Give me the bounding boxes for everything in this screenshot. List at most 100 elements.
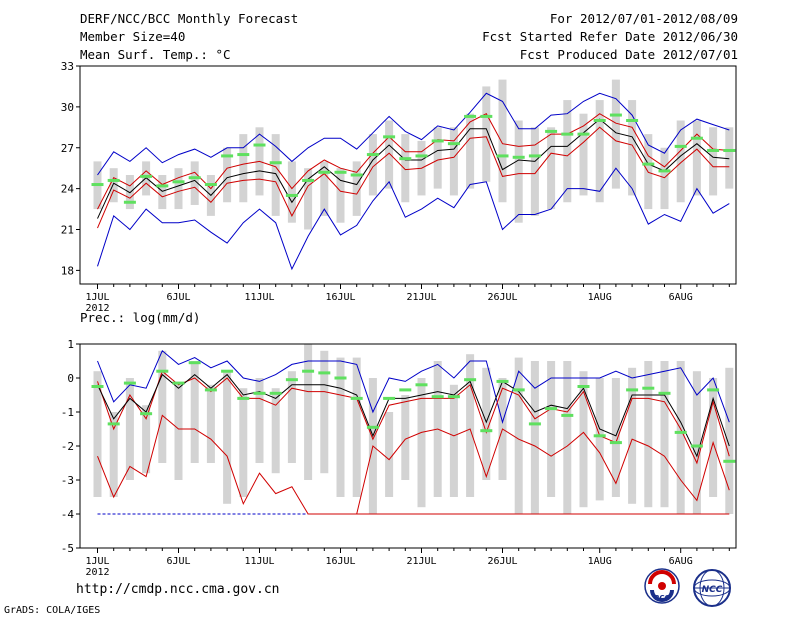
- green-marker: [447, 142, 460, 146]
- box-bar: [514, 357, 523, 514]
- series-line-red-high: [97, 370, 730, 465]
- x-tick-label: 21JUL: [406, 292, 436, 303]
- box-bar: [433, 127, 442, 189]
- box-bar: [611, 378, 620, 497]
- green-marker: [318, 170, 331, 174]
- box-bar: [206, 384, 215, 463]
- y-tick-label: 0: [67, 372, 74, 385]
- green-marker: [285, 378, 298, 382]
- x-tick-label: 1AUG: [588, 556, 612, 567]
- green-marker: [642, 162, 655, 166]
- box-bar: [223, 371, 232, 504]
- box-bar: [725, 367, 734, 514]
- box-bar: [174, 384, 183, 480]
- green-marker: [123, 200, 136, 204]
- box-bar: [336, 168, 345, 223]
- x-tick-label: 11JUL: [244, 556, 274, 567]
- green-marker: [512, 155, 525, 159]
- green-marker: [707, 148, 720, 152]
- box-bar: [514, 120, 523, 223]
- box-bar: [498, 79, 507, 203]
- box-bar: [304, 344, 313, 480]
- box-bar: [466, 354, 475, 497]
- green-marker: [480, 429, 493, 433]
- x-tick-label: 11JUL: [244, 292, 274, 303]
- box-bar: [158, 175, 167, 210]
- green-marker: [107, 422, 120, 426]
- green-marker: [415, 383, 428, 387]
- box-bar: [709, 378, 718, 497]
- green-marker: [334, 376, 347, 380]
- green-marker: [431, 139, 444, 143]
- green-marker: [577, 385, 590, 388]
- green-marker: [285, 193, 298, 197]
- box-bar: [287, 161, 296, 223]
- y-tick-label: 1: [67, 338, 74, 351]
- green-marker: [496, 379, 509, 383]
- box-bar: [352, 357, 361, 497]
- green-marker: [237, 153, 250, 157]
- green-marker: [156, 369, 169, 373]
- green-marker: [626, 119, 639, 122]
- box-bar: [547, 127, 556, 210]
- series-line-red-low: [97, 414, 730, 515]
- box-bar: [547, 361, 556, 497]
- box-bar: [368, 134, 377, 196]
- box-bar: [109, 412, 118, 497]
- box-bar: [482, 367, 491, 480]
- series-line-red-low: [97, 126, 730, 229]
- green-marker: [480, 114, 493, 118]
- series-line-blue-high: [97, 349, 730, 424]
- year-label: 2012: [85, 303, 109, 314]
- box-bar: [158, 350, 167, 463]
- green-marker: [140, 412, 153, 416]
- green-marker: [350, 396, 363, 400]
- x-tick-label: 1JUL: [85, 292, 109, 303]
- chart-title: DERF/NCC/BCC Monthly Forecast: [80, 11, 299, 26]
- x-tick-label: 16JUL: [325, 292, 355, 303]
- y-tick-label: 30: [61, 101, 74, 114]
- box-bar: [644, 361, 653, 508]
- green-marker: [658, 391, 671, 395]
- box-bar: [417, 378, 426, 508]
- box-bar: [287, 371, 296, 463]
- x-tick-label: 1JUL: [85, 556, 109, 567]
- green-marker: [91, 183, 104, 187]
- box-bar: [725, 127, 734, 189]
- grads-credit: GrADS: COLA/IGES: [4, 605, 101, 616]
- x-tick-label: 6JUL: [166, 556, 190, 567]
- box-bar: [692, 120, 701, 196]
- green-marker: [269, 391, 282, 395]
- box-bar: [190, 161, 199, 205]
- x-tick-label: 6AUG: [669, 556, 693, 567]
- box-bar: [709, 127, 718, 196]
- source-url[interactable]: http://cmdp.ncc.cma.gov.cn: [76, 582, 280, 597]
- box-bar: [271, 388, 280, 474]
- green-marker: [609, 441, 622, 445]
- box-bar: [385, 120, 394, 189]
- box-bar: [563, 100, 572, 203]
- box-bar: [676, 120, 685, 203]
- green-marker: [204, 183, 217, 187]
- x-tick-label: 1AUG: [588, 292, 612, 303]
- box-bar: [692, 371, 701, 514]
- box-bar: [109, 168, 118, 203]
- green-marker: [156, 184, 169, 188]
- box-bar: [563, 361, 572, 514]
- green-marker: [561, 413, 574, 417]
- green-marker: [188, 176, 201, 180]
- green-marker: [723, 459, 736, 463]
- green-marker: [707, 388, 720, 392]
- series-line-black-mean: [97, 373, 730, 458]
- green-marker: [302, 369, 315, 373]
- green-marker: [253, 143, 266, 147]
- fcst-produced-date: Fcst Produced Date 2012/07/01: [519, 47, 738, 62]
- box-bar: [449, 127, 458, 196]
- green-marker: [464, 114, 477, 118]
- green-marker: [399, 157, 412, 161]
- box-bar: [676, 361, 685, 514]
- box-bar: [530, 361, 539, 514]
- logos: BCC NCC: [644, 568, 731, 607]
- green-marker: [545, 129, 558, 133]
